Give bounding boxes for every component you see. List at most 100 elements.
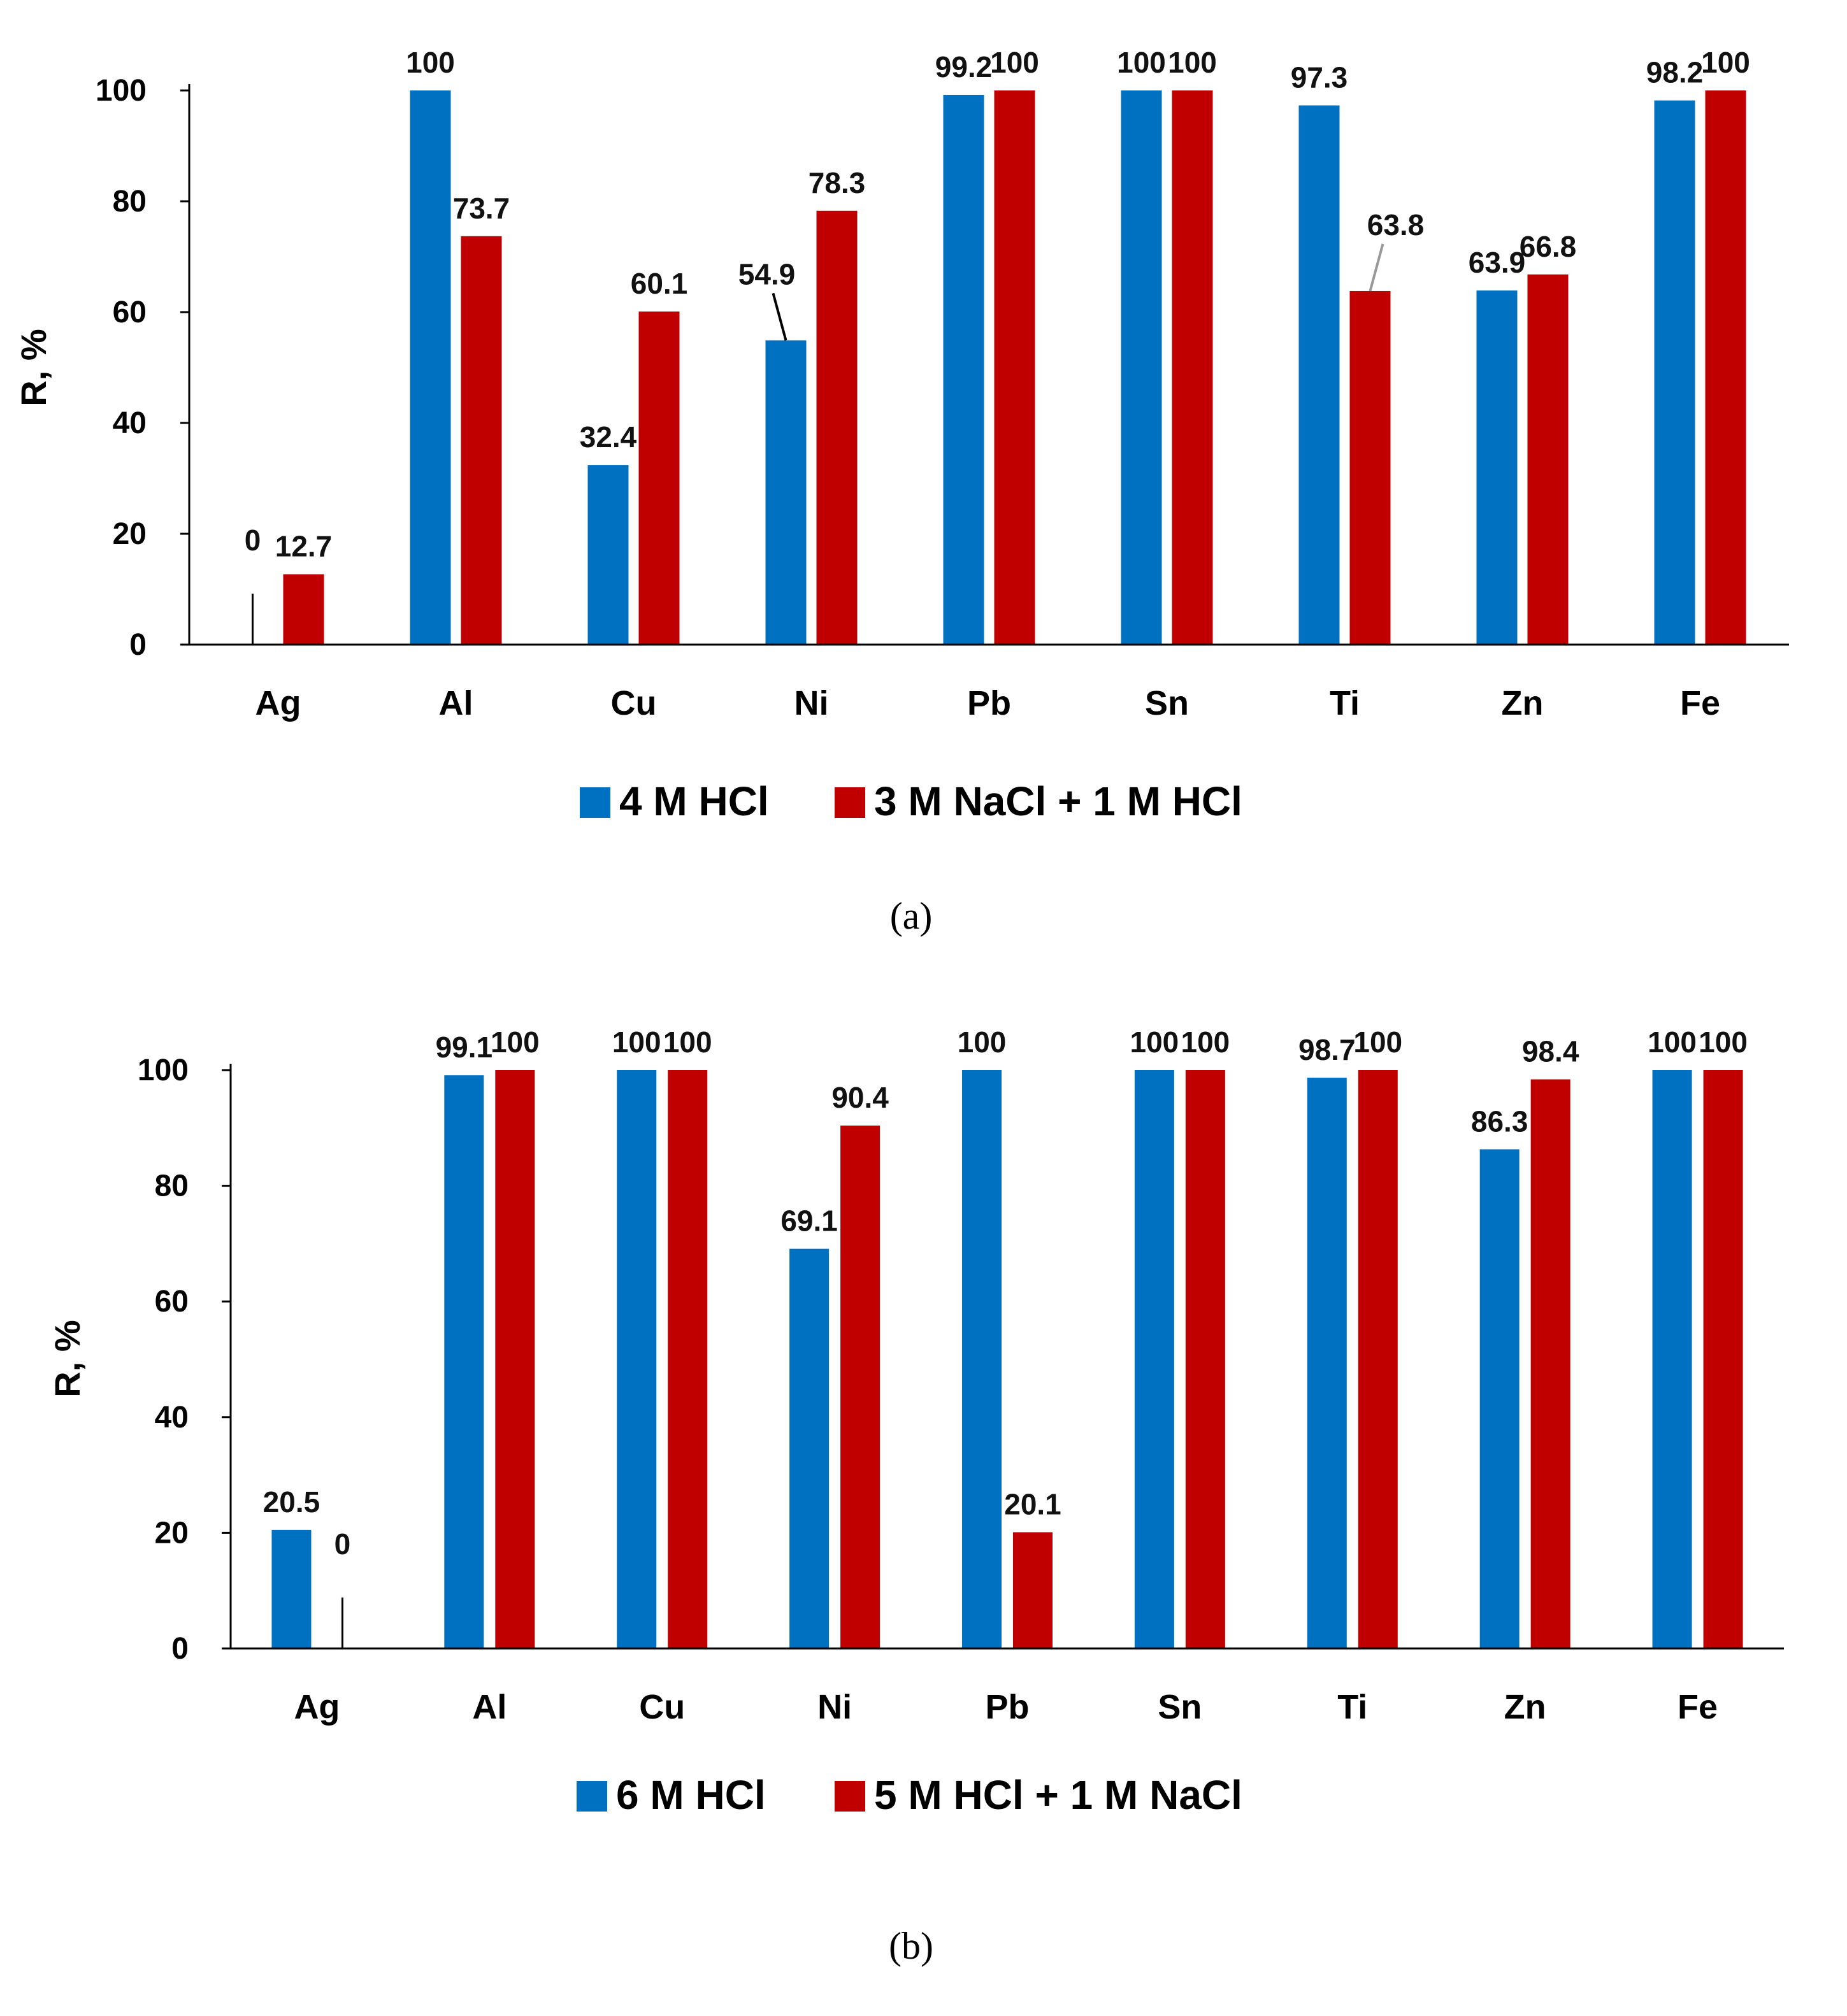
y-tick-label: 0 (171, 1632, 189, 1666)
panel-caption: (b) (889, 1925, 933, 1967)
bar-cu-series-2 (668, 1070, 708, 1648)
legend-label: 5 M HCl + 1 M NaCl (874, 1772, 1242, 1818)
bar-sn-series-2 (1185, 1070, 1225, 1648)
bar-ni-series-1 (789, 1248, 830, 1648)
data-label: 100 (491, 1026, 540, 1059)
legend-label: 3 M NaCl + 1 M HCl (874, 778, 1242, 824)
bar-pb-series-1 (943, 94, 984, 645)
bar-pb-series-2 (1013, 1532, 1053, 1648)
bar-cu-series-1 (617, 1070, 657, 1648)
data-label: 73.7 (453, 192, 510, 225)
bar-ag-series-2 (283, 574, 324, 645)
x-category-label: Cu (611, 684, 657, 722)
data-label: 100 (1117, 46, 1166, 79)
y-axis-title: R, % (13, 329, 54, 406)
bar-ti-series-1 (1298, 105, 1340, 645)
data-label: 98.4 (1522, 1035, 1579, 1068)
x-category-label: Cu (639, 1688, 685, 1726)
bar-cu-series-2 (638, 311, 680, 645)
data-label: 86.3 (1471, 1105, 1528, 1138)
data-label: 100 (1168, 46, 1217, 79)
y-tick-label: 20 (155, 1516, 189, 1550)
bar-zn-series-2 (1527, 274, 1569, 645)
bar-fe-series-1 (1652, 1070, 1692, 1648)
x-category-label: Pb (985, 1688, 1029, 1726)
legend-swatch (835, 1781, 865, 1812)
legend: 6 M HCl 5 M HCl + 1 M NaCl (577, 1772, 1242, 1818)
data-label: 32.4 (580, 420, 637, 454)
legend-swatch (580, 787, 610, 818)
bar-sn-series-1 (1134, 1070, 1174, 1648)
y-tick-label: 80 (155, 1169, 189, 1203)
bar-fe-series-2 (1705, 90, 1746, 645)
data-label: 98.2 (1646, 56, 1704, 89)
data-label: 63.8 (1367, 208, 1425, 241)
y-tick-label: 40 (155, 1401, 189, 1434)
legend-label: 6 M HCl (616, 1772, 766, 1818)
x-category-label: Fe (1678, 1688, 1718, 1726)
bar-ti-series-1 (1307, 1077, 1347, 1648)
data-label: 54.9 (738, 257, 796, 290)
x-category-label: Al (472, 1688, 507, 1726)
bar-al-series-1 (410, 90, 451, 645)
bar-zn-series-1 (1479, 1149, 1520, 1648)
bar-cu-series-1 (587, 465, 629, 645)
data-label: 100 (1181, 1026, 1230, 1059)
data-label: 100 (612, 1026, 661, 1059)
y-tick-label: 0 (129, 628, 147, 662)
bar-sn-series-2 (1172, 90, 1213, 645)
data-label: 100 (663, 1026, 712, 1059)
x-category-label: Sn (1158, 1688, 1202, 1726)
bar-al-series-1 (444, 1075, 484, 1648)
y-tick-label: 100 (96, 74, 147, 108)
data-label: 100 (1701, 46, 1750, 79)
data-label: 99.1 (436, 1031, 493, 1064)
data-label: 0 (334, 1527, 351, 1561)
legend-swatch (577, 1781, 607, 1812)
y-tick-label: 80 (113, 185, 147, 218)
bar-pb-series-1 (962, 1070, 1002, 1648)
x-category-label: Ag (294, 1688, 340, 1726)
data-label: 90.4 (831, 1081, 889, 1114)
legend-label: 4 M HCl (619, 778, 769, 824)
data-label: 100 (1648, 1026, 1697, 1059)
data-label: 20.5 (263, 1485, 320, 1519)
bar-zn-series-2 (1530, 1079, 1570, 1648)
bar-ni-series-2 (840, 1126, 880, 1648)
x-category-label: Ni (794, 684, 829, 722)
data-label: 66.8 (1520, 230, 1577, 263)
data-label-leader (772, 292, 787, 341)
bar-sn-series-1 (1121, 90, 1162, 645)
x-category-label: Sn (1145, 684, 1189, 722)
bar-al-series-2 (495, 1070, 535, 1648)
data-label: 0 (245, 524, 261, 557)
bar-ni-series-2 (816, 210, 858, 645)
data-label: 98.7 (1298, 1033, 1356, 1066)
y-tick-label: 60 (113, 296, 147, 329)
x-category-label: Al (439, 684, 473, 722)
bar-ti-series-2 (1358, 1070, 1398, 1648)
y-tick-label: 40 (113, 406, 147, 440)
x-category-label: Pb (967, 684, 1011, 722)
y-tick-label: 20 (113, 517, 147, 551)
x-category-label: Fe (1680, 684, 1720, 722)
y-tick-label: 100 (138, 1054, 189, 1087)
data-label: 100 (406, 46, 455, 79)
data-label: 20.1 (1004, 1487, 1061, 1520)
data-label: 100 (958, 1026, 1007, 1059)
data-label: 60.1 (631, 267, 688, 300)
data-label: 100 (990, 46, 1039, 79)
x-category-label: Zn (1502, 684, 1544, 722)
bar-al-series-2 (461, 236, 502, 645)
data-label: 97.3 (1291, 61, 1348, 94)
data-label: 78.3 (809, 166, 866, 199)
bar-ti-series-2 (1349, 290, 1391, 645)
x-category-label: Ti (1337, 1688, 1367, 1726)
data-label: 99.2 (935, 50, 993, 83)
bar-zn-series-1 (1476, 290, 1518, 645)
data-label: 100 (1130, 1026, 1179, 1059)
bar-fe-series-2 (1703, 1070, 1743, 1648)
